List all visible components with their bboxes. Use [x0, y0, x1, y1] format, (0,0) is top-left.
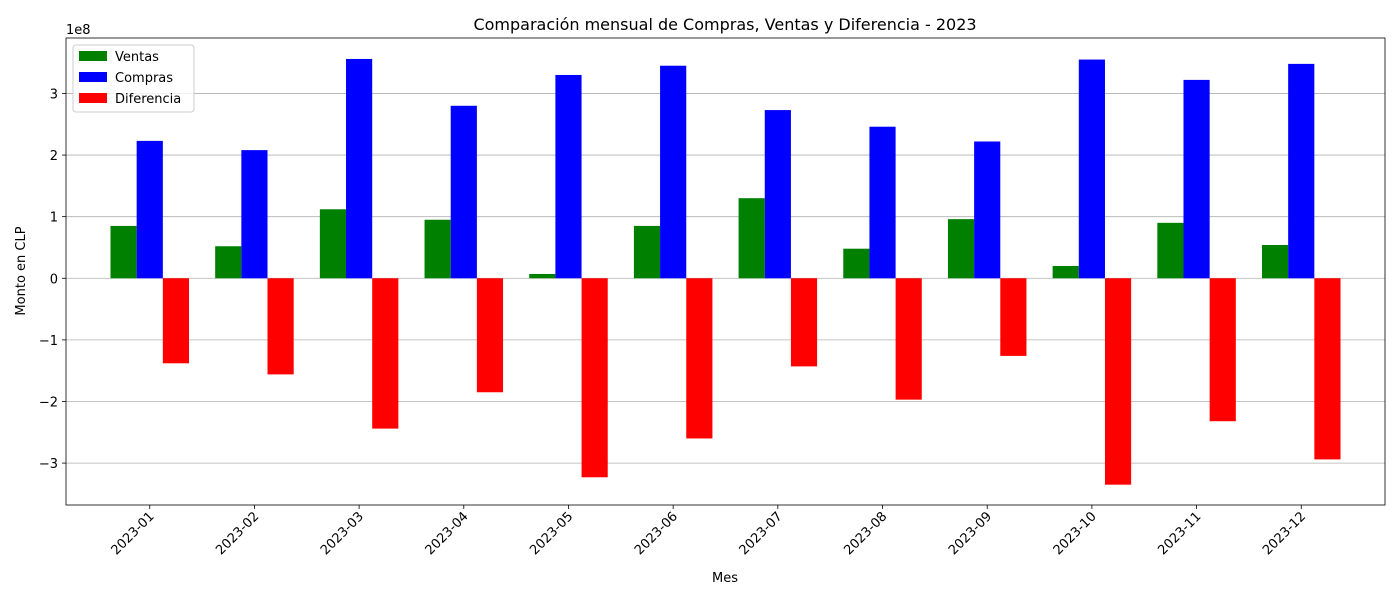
- bar-ventas-2023-03: [319, 209, 347, 279]
- bar-diferencia-2023-07: [790, 278, 818, 367]
- bar-ventas-2023-10: [1052, 265, 1079, 279]
- legend-label-ventas: Ventas: [115, 50, 159, 65]
- bar-ventas-2023-08: [843, 248, 870, 279]
- bar-diferencia-2023-09: [1000, 278, 1027, 356]
- x-tick-label: 2023-07: [737, 509, 786, 558]
- x-tick-label: 2023-04: [423, 509, 472, 558]
- y-tick-label: 3: [50, 87, 58, 102]
- bar-diferencia-2023-05: [581, 278, 608, 478]
- x-tick-label: 2023-03: [318, 509, 367, 558]
- bar-compras-2023-05: [555, 74, 582, 279]
- bar-compras-2023-07: [764, 110, 791, 279]
- x-tick-label: 2023-11: [1155, 509, 1204, 558]
- bar-diferencia-2023-11: [1209, 278, 1236, 422]
- bar-diferencia-2023-02: [267, 278, 294, 375]
- chart-title: Comparación mensual de Compras, Ventas y…: [473, 15, 976, 34]
- y-tick-label: 0: [50, 272, 58, 287]
- x-tick-label: 2023-12: [1260, 509, 1309, 558]
- legend: Ventas Compras Diferencia: [72, 44, 195, 113]
- legend-swatch-compras: [79, 72, 107, 82]
- bar-diferencia-2023-08: [895, 278, 922, 400]
- y-tick-label: −3: [39, 457, 58, 472]
- x-tick-label: 2023-01: [109, 509, 158, 558]
- bar-compras-2023-08: [869, 126, 896, 279]
- bar-ventas-2023-05: [529, 273, 556, 279]
- legend-label-compras: Compras: [115, 71, 173, 86]
- x-tick-label: 2023-10: [1051, 509, 1100, 558]
- x-tick-label: 2023-02: [213, 509, 262, 558]
- bar-diferencia-2023-04: [476, 278, 504, 393]
- bar-compras-2023-09: [974, 141, 1001, 279]
- bar-diferencia-2023-12: [1314, 278, 1341, 460]
- bar-compras-2023-06: [660, 65, 687, 279]
- bar-diferencia-2023-01: [162, 278, 190, 364]
- bar-ventas-2023-04: [424, 219, 451, 279]
- y-offset-text: 1e8: [66, 23, 91, 38]
- y-tick-label: −2: [39, 395, 58, 410]
- bar-diferencia-2023-10: [1104, 278, 1132, 485]
- bar-ventas-2023-11: [1157, 222, 1184, 279]
- bar-diferencia-2023-03: [372, 278, 399, 429]
- bar-compras-2023-10: [1078, 59, 1105, 279]
- bar-ventas-2023-06: [633, 225, 661, 279]
- legend-swatch-ventas: [79, 51, 107, 61]
- x-tick-label: 2023-09: [946, 509, 995, 558]
- y-tick-label: −1: [39, 334, 58, 349]
- bar-compras-2023-04: [450, 105, 477, 279]
- bar-compras-2023-03: [346, 58, 373, 279]
- x-tick-label: 2023-06: [632, 509, 681, 558]
- bar-ventas-2023-07: [738, 198, 765, 279]
- bar-ventas-2023-01: [110, 225, 137, 279]
- bar-compras-2023-01: [136, 140, 163, 279]
- bar-ventas-2023-02: [215, 246, 242, 279]
- y-axis-label: Monto en CLP: [14, 226, 29, 315]
- legend-label-diferencia: Diferencia: [115, 92, 181, 107]
- bars: [110, 58, 1341, 485]
- legend-swatch-diferencia: [79, 93, 107, 103]
- bar-compras-2023-12: [1288, 63, 1315, 279]
- x-axis-label: Mes: [712, 571, 738, 586]
- bar-ventas-2023-09: [947, 219, 975, 279]
- bar-compras-2023-02: [241, 150, 268, 279]
- bar-ventas-2023-12: [1261, 245, 1289, 279]
- bar-compras-2023-11: [1183, 79, 1210, 279]
- y-tick-label: 2: [50, 149, 58, 164]
- bar-diferencia-2023-06: [686, 278, 713, 439]
- x-tick-label: 2023-05: [527, 509, 576, 558]
- y-tick-label: 1: [50, 211, 58, 226]
- x-tick-label: 2023-08: [841, 509, 890, 558]
- plot-frame: [65, 37, 1386, 506]
